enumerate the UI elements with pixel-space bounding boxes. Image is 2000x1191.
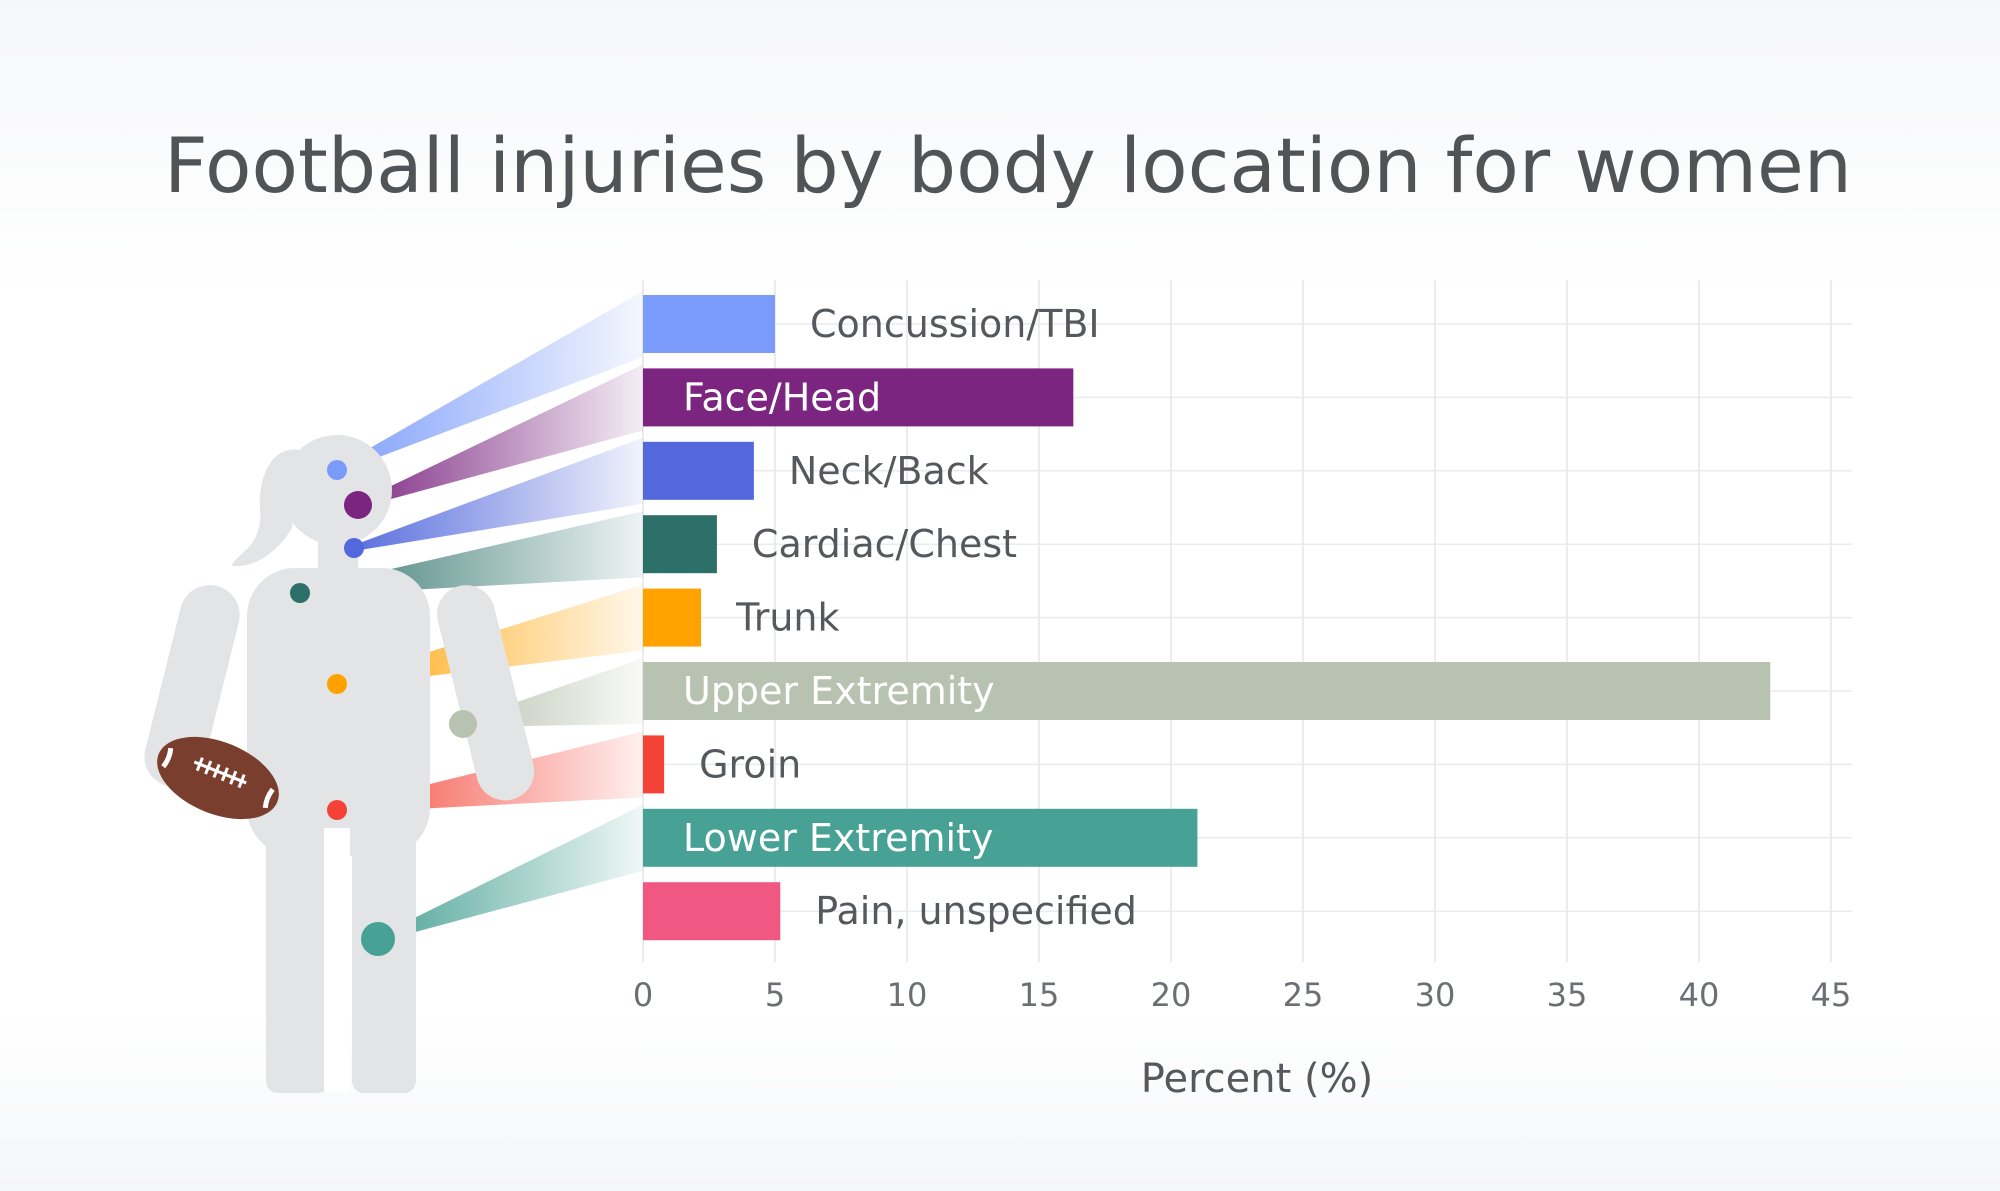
x-tick-label: 45 [1811,976,1852,1014]
x-tick-label: 15 [1019,976,1060,1014]
beam-concussion-tbi [337,291,643,473]
beam-face-head [358,364,643,508]
x-axis-label: Percent (%) [1141,1056,1373,1102]
bar-label-pain-unspecified: Pain, unspecified [815,889,1137,933]
bar-label-lower-extremity: Lower Extremity [683,816,993,860]
body-location-dots [290,460,477,956]
bar-neck-back [643,441,754,500]
x-tick-label: 5 [765,976,785,1014]
dot-face-head [344,491,372,519]
chart-title: Football injuries by body location for w… [164,121,1852,210]
x-tick-label: 10 [887,976,928,1014]
bar-cardiac-chest [643,515,717,574]
football-icon [157,736,279,820]
bar-face-head [643,368,1074,427]
bar-trunk [643,588,702,647]
bar-upper-extremity [643,662,1771,720]
right-arm [437,585,535,801]
x-tick-label: 30 [1415,976,1456,1014]
x-tick-label: 35 [1547,976,1588,1014]
dot-neck-back [344,538,364,558]
dot-upper-extremity [449,710,477,738]
x-tick-label: 40 [1679,976,1720,1014]
bar-label-concussion-tbi: Concussion/TBI [810,302,1100,346]
bar-label-face-head: Face/Head [683,375,881,419]
dot-groin [327,800,347,820]
bar-concussion-tbi [643,295,775,353]
dot-lower-extremity [361,922,395,956]
dot-concussion-tbi [327,460,347,480]
left-arm [144,585,240,787]
bar-label-trunk: Trunk [735,596,839,640]
bar-lower-extremity [643,808,1198,867]
bars: Concussion/TBI Face/Head Neck/Back Cardiac/… [643,295,1771,941]
bar-label-neck-back: Neck/Back [789,449,989,493]
bar-label-cardiac-chest: Cardiac/Chest [752,522,1017,566]
bar-pain-unspecified [643,882,781,941]
bar-label-upper-extremity: Upper Extremity [683,669,995,713]
beam-lower-extremity [378,804,643,942]
head [282,435,392,545]
x-axis-ticks: 0 5 10 15 20 25 30 35 40 45 [633,976,1852,1014]
dot-trunk [327,674,347,694]
ponytail [232,449,300,567]
bar-groin [643,735,665,794]
x-tick-label: 0 [633,976,653,1014]
torso [247,568,430,856]
left-leg [266,816,330,1093]
leg-gap [324,828,350,1092]
bar-label-groin: Groin [699,742,801,786]
dot-cardiac-chest [290,583,310,603]
beam-neck-back [354,437,643,551]
x-tick-label: 20 [1151,976,1192,1014]
x-tick-label: 25 [1283,976,1324,1014]
